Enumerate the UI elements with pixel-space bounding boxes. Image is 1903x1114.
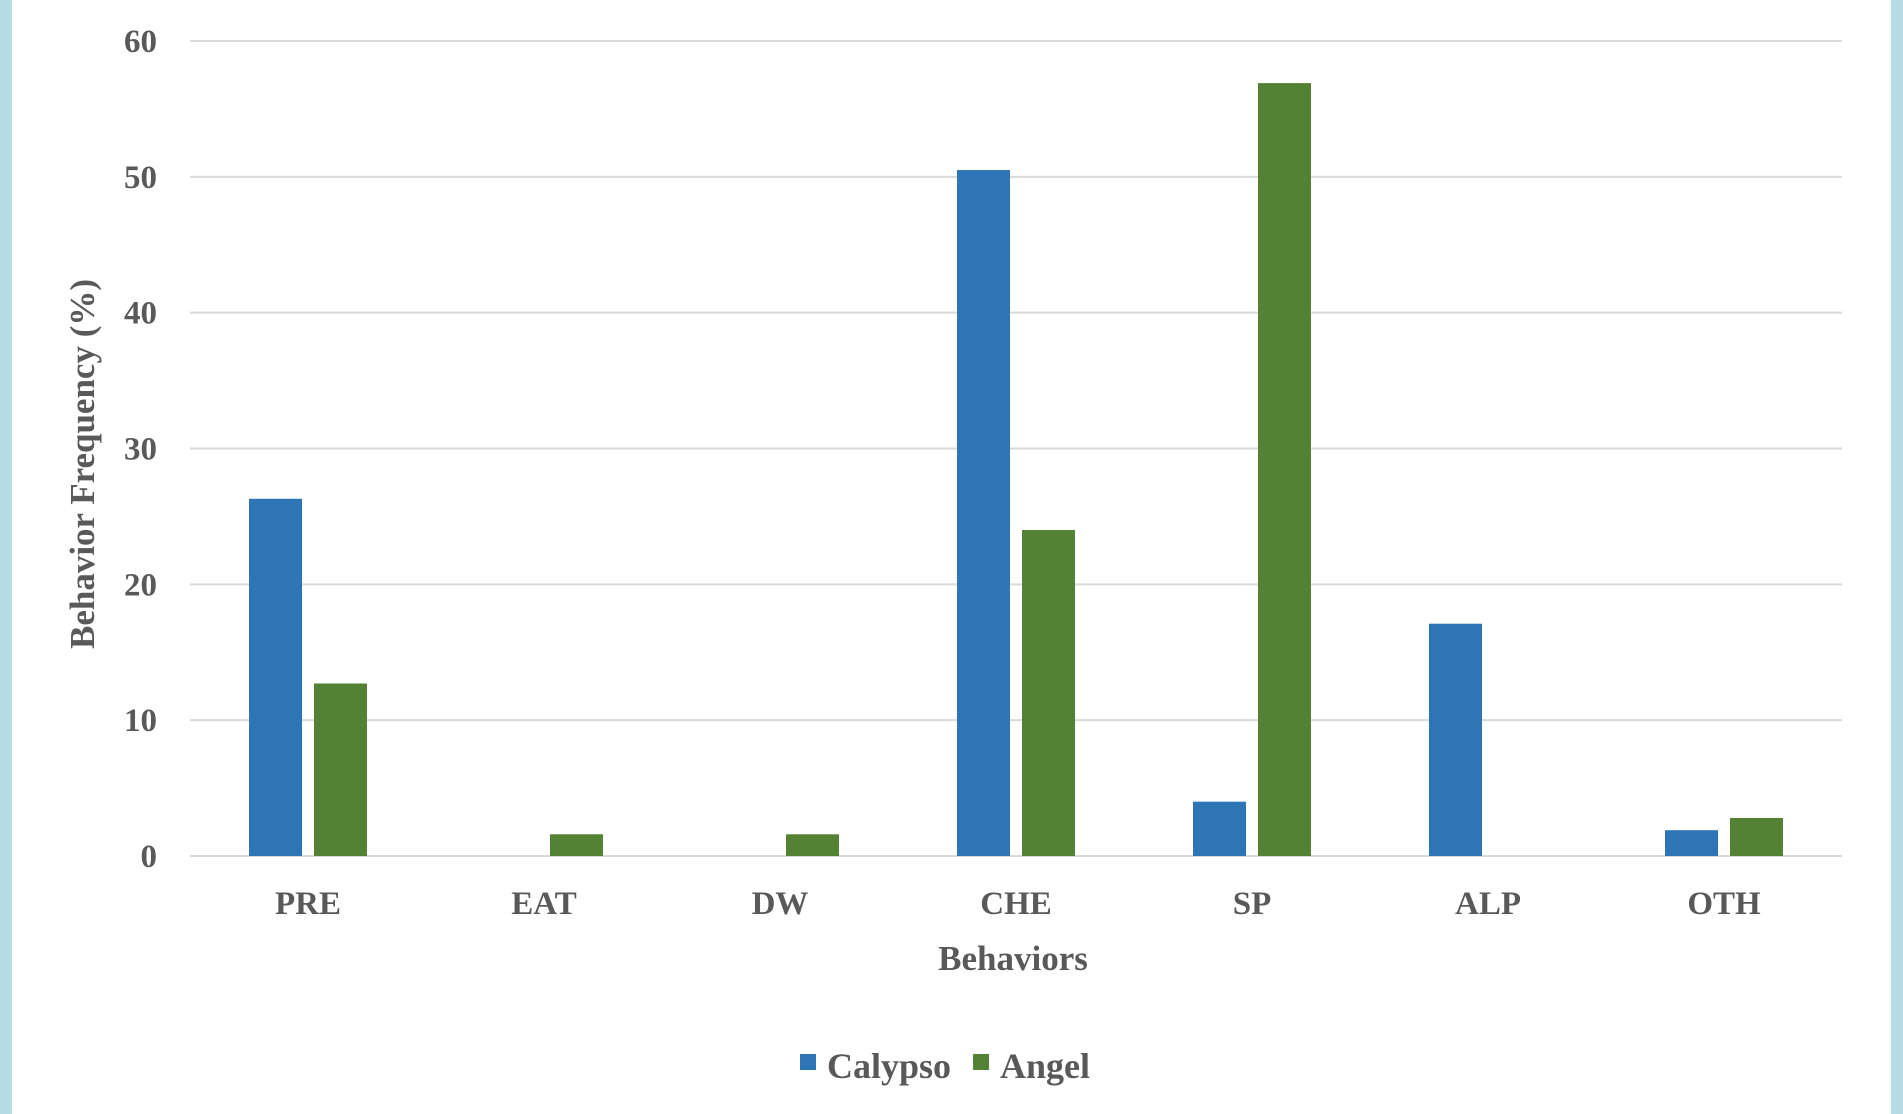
bar-calypso-oth (1665, 830, 1718, 856)
bar-calypso-sp (1193, 801, 1246, 856)
legend: Calypso Angel (800, 1046, 1090, 1086)
bar-calypso-alp (1429, 623, 1482, 856)
bar-calypso-pre (249, 498, 302, 856)
x-tick-label: PRE (275, 886, 341, 922)
y-tick-label: 40 (124, 296, 157, 332)
y-tick-labels: 0 10 20 30 40 50 60 (124, 24, 157, 875)
bar-angel-che (1022, 530, 1075, 856)
bars (249, 83, 1783, 856)
y-tick-label: 0 (141, 839, 158, 875)
x-axis-title: Behaviors (938, 939, 1088, 978)
left-border-strip (0, 0, 12, 1114)
y-tick-label: 20 (124, 567, 157, 603)
y-axis-title: Behavior Frequency (%) (63, 279, 102, 649)
x-tick-labels: PRE EAT DW CHE SP ALP OTH (275, 886, 1761, 922)
legend-swatch-calypso (800, 1054, 816, 1070)
bar-angel-pre (314, 683, 367, 856)
bar-angel-sp (1258, 83, 1311, 856)
gridlines (190, 40, 1842, 857)
x-tick-label: EAT (511, 886, 576, 922)
y-tick-label: 10 (124, 703, 157, 739)
legend-swatch-angel (973, 1054, 990, 1070)
x-tick-label: ALP (1455, 886, 1521, 922)
y-tick-label: 30 (124, 432, 157, 468)
bar-angel-dw (786, 834, 839, 856)
right-border-strip (1891, 0, 1903, 1114)
x-tick-label: OTH (1687, 886, 1761, 922)
bar-angel-oth (1730, 817, 1783, 856)
legend-label-calypso: Calypso (827, 1046, 951, 1086)
y-tick-label: 60 (124, 24, 157, 60)
x-tick-label: CHE (980, 886, 1052, 922)
legend-label-angel: Angel (1000, 1046, 1090, 1086)
y-tick-label: 50 (124, 160, 157, 196)
x-tick-label: SP (1233, 886, 1272, 922)
bar-angel-eat (550, 834, 603, 856)
bar-calypso-che (957, 170, 1010, 856)
x-tick-label: DW (752, 886, 809, 922)
